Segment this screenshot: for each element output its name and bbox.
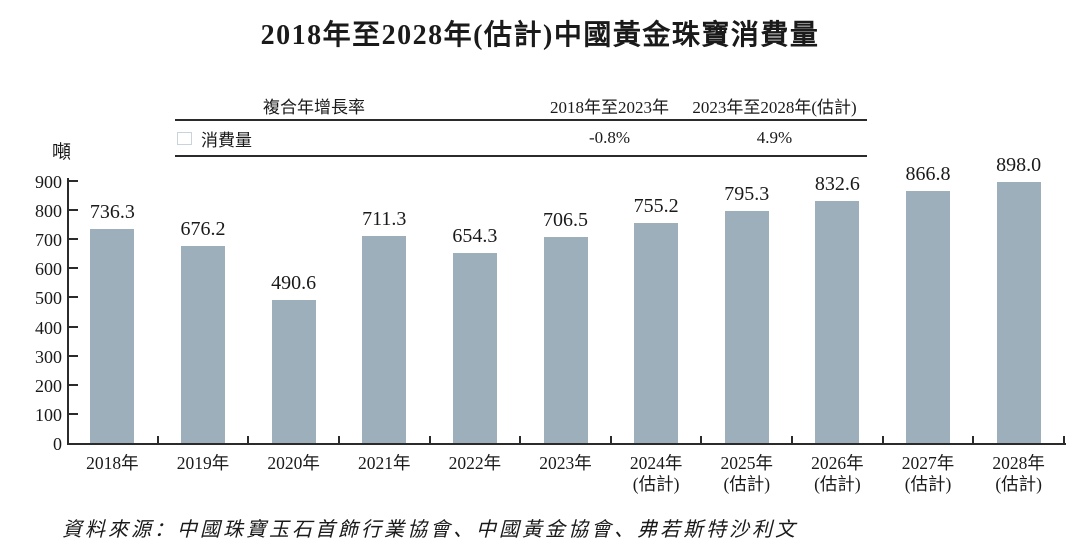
y-tick-label: 300 — [35, 346, 62, 367]
bar-value-label: 676.2 — [180, 218, 226, 241]
cagr-period2-header: 2023年至2028年(估計) — [692, 98, 857, 117]
x-category-label: 2018年 — [86, 453, 139, 473]
x-category-label: 2024年 (估計) — [629, 453, 683, 494]
bar-value-label: 706.5 — [543, 209, 588, 232]
series-color-swatch-icon — [177, 131, 192, 145]
x-axis-line — [67, 443, 1066, 445]
x-tick-mark — [609, 436, 612, 444]
bar-value-label: 795.3 — [724, 183, 770, 206]
bar-2020 — [271, 300, 316, 443]
bar-value-label: 654.3 — [452, 224, 498, 247]
cagr-table-data-row: 消費量 -0.8% 4.9% — [175, 121, 867, 157]
x-tick-mark — [337, 436, 340, 444]
bar-2018 — [90, 228, 135, 443]
bar-2023 — [543, 237, 588, 443]
y-tick-mark — [69, 267, 78, 270]
y-tick-mark — [69, 238, 78, 241]
x-tick-mark — [881, 436, 884, 444]
x-category-label: 2022年 — [448, 453, 502, 473]
x-tick-mark — [791, 436, 794, 444]
cagr-table-header-row: 複合年增長率 2018年至2023年 2023年至2028年(估計) — [175, 92, 867, 121]
y-tick-mark — [69, 296, 78, 299]
bar-2027 — [906, 190, 951, 443]
y-tick-mark — [69, 325, 78, 328]
cagr-period1-header: 2018年至2023年 — [550, 98, 669, 117]
y-tick-mark — [69, 383, 78, 386]
y-tick-label: 800 — [35, 201, 62, 222]
bar-2028 — [996, 181, 1041, 443]
series-legend-label: 消費量 — [201, 130, 252, 150]
x-category-label: 2028年 (估計) — [992, 453, 1045, 494]
x-category-label: 2027年 (估計) — [901, 453, 955, 494]
bar-value-label: 490.6 — [271, 272, 317, 295]
bar-value-label: 711.3 — [362, 207, 407, 230]
y-tick-label: 200 — [35, 375, 62, 396]
bar-2022 — [452, 252, 497, 443]
y-axis-line — [67, 178, 69, 445]
cagr-header-label: 複合年增長率 — [263, 98, 365, 117]
bar-value-label: 736.3 — [89, 200, 135, 223]
y-tick-label: 500 — [35, 288, 62, 309]
x-tick-mark — [247, 436, 250, 444]
bar-2019 — [180, 246, 225, 443]
chart-title: 2018年至2028年(估計)中國黃金珠寶消費量 — [260, 20, 820, 51]
y-tick-mark — [69, 412, 78, 415]
x-category-label: 2019年 — [176, 453, 230, 473]
bar-value-label: 755.2 — [633, 195, 679, 218]
bar-value-label: 832.6 — [814, 172, 860, 195]
y-tick-label: 400 — [35, 317, 62, 338]
y-tick-label: 900 — [35, 172, 62, 192]
bar-value-label: 898.0 — [996, 153, 1042, 176]
y-axis-unit-label: 噸 — [52, 142, 72, 163]
y-tick-label: 600 — [35, 259, 62, 280]
y-tick-mark — [69, 354, 78, 357]
bar-2025 — [724, 211, 769, 443]
source-note: 資料來源：中國珠寶玉石首飾行業協會、中國黃金協會、弗若斯特沙利文 — [62, 519, 798, 541]
x-category-label: 2026年 (估計) — [811, 453, 864, 494]
x-tick-mark — [1063, 436, 1065, 444]
cagr-legend-table: 複合年增長率 2018年至2023年 2023年至2028年(估計) 消費量 -… — [175, 92, 867, 157]
x-category-label: 2023年 — [539, 453, 592, 473]
x-category-label: 2021年 — [357, 453, 411, 473]
cagr-period1-value: -0.8% — [588, 128, 631, 147]
y-tick-label: 100 — [35, 404, 62, 425]
x-tick-mark — [519, 436, 522, 444]
cagr-period2-value: 4.9% — [756, 128, 793, 147]
x-tick-mark — [700, 436, 703, 444]
x-tick-mark — [972, 436, 975, 444]
bar-2024 — [634, 223, 679, 443]
y-tick-mark — [69, 180, 78, 182]
x-tick-mark — [156, 436, 159, 444]
y-tick-label: 700 — [35, 230, 62, 251]
x-category-label: 2020年 — [267, 453, 320, 473]
y-tick-mark — [69, 209, 78, 212]
y-tick-label: 0 — [53, 434, 62, 454]
bar-2021 — [362, 235, 407, 443]
bar-2026 — [815, 200, 860, 443]
bar-value-label: 866.8 — [905, 162, 951, 185]
x-category-label: 2025年 (估計) — [720, 453, 774, 494]
x-tick-mark — [428, 436, 431, 444]
